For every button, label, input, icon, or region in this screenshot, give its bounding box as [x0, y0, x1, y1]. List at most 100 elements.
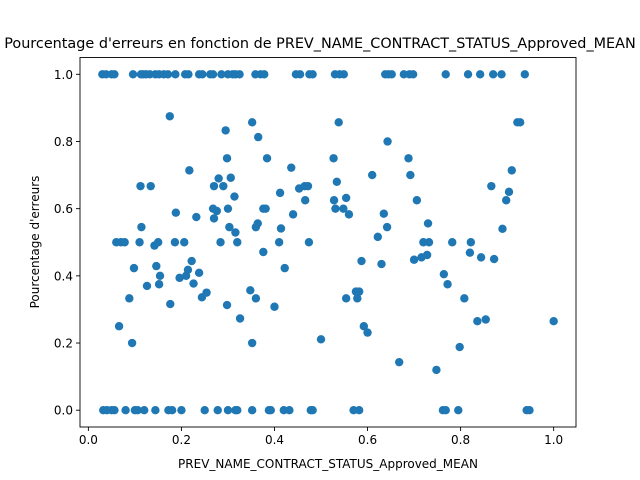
data-point	[394, 357, 404, 367]
data-point	[260, 70, 269, 79]
data-point	[155, 271, 165, 281]
data-point	[208, 70, 218, 79]
data-point	[504, 187, 514, 197]
data-point	[460, 294, 469, 303]
data-point	[295, 70, 305, 79]
data-point	[353, 294, 362, 303]
data-point	[383, 137, 392, 146]
data-point	[515, 118, 525, 127]
data-point	[339, 70, 349, 79]
data-point	[332, 177, 342, 186]
x-tick-label: 0.2	[172, 433, 191, 447]
data-point	[454, 406, 463, 415]
data-point	[489, 254, 499, 264]
data-point	[382, 222, 392, 232]
data-point	[114, 322, 124, 331]
data-point	[187, 256, 196, 266]
data-point	[142, 281, 152, 291]
y-tick-label: 0.0	[54, 404, 73, 418]
data-point	[233, 238, 242, 247]
data-point	[167, 406, 177, 415]
x-tick-label: 1.0	[544, 433, 563, 447]
data-point	[247, 338, 257, 348]
data-point	[209, 181, 219, 191]
y-axis-label: Pourcentage d'erreurs	[28, 176, 42, 309]
y-tick-label: 0.4	[54, 269, 73, 283]
data-point	[266, 406, 275, 415]
data-point	[368, 170, 377, 180]
x-axis-label: PREV_NAME_CONTRACT_STATUS_Approved_MEAN	[178, 457, 478, 471]
data-point	[476, 253, 486, 262]
data-point	[404, 154, 413, 163]
data-point	[192, 212, 201, 222]
data-point	[331, 204, 340, 213]
x-tick-label: 0.0	[79, 433, 98, 447]
data-point	[165, 112, 174, 121]
data-point	[408, 70, 418, 79]
data-point	[441, 406, 450, 415]
data-point	[121, 406, 130, 415]
data-point	[488, 70, 498, 79]
data-point	[357, 256, 366, 266]
data-point	[127, 338, 137, 348]
data-point	[308, 70, 317, 79]
data-point	[377, 259, 386, 269]
data-point	[251, 222, 261, 232]
data-point	[473, 316, 482, 326]
data-point	[412, 196, 422, 205]
data-point	[448, 238, 457, 247]
data-point	[171, 208, 181, 217]
data-point	[334, 118, 343, 127]
data-point	[219, 181, 228, 191]
data-point	[341, 193, 351, 203]
data-point	[133, 406, 142, 415]
y-tick-label: 1.0	[54, 68, 73, 82]
data-point	[154, 280, 164, 289]
data-point	[198, 70, 207, 79]
data-point	[135, 238, 144, 247]
data-point	[128, 70, 138, 79]
data-point	[439, 269, 449, 279]
points-layer	[98, 70, 558, 415]
data-point	[110, 70, 119, 79]
data-point	[129, 263, 139, 273]
data-point	[189, 279, 198, 288]
data-point	[251, 294, 261, 303]
data-point	[316, 335, 326, 344]
data-point	[406, 170, 415, 180]
data-point	[275, 188, 285, 198]
data-point	[465, 248, 475, 257]
data-point	[146, 181, 155, 191]
data-point	[110, 406, 119, 415]
data-point	[221, 126, 230, 135]
data-point	[463, 70, 473, 79]
data-point	[175, 273, 184, 283]
data-point	[475, 70, 485, 79]
data-point	[259, 247, 268, 257]
data-point	[184, 70, 193, 79]
data-point	[136, 181, 145, 191]
data-point	[235, 314, 245, 323]
data-point	[202, 288, 211, 297]
data-point	[166, 299, 175, 309]
data-point	[262, 154, 272, 163]
data-point	[441, 70, 450, 79]
data-point	[373, 232, 382, 242]
data-point	[137, 222, 146, 232]
data-point	[213, 406, 222, 415]
data-point	[301, 196, 310, 205]
data-point	[185, 166, 194, 175]
data-point	[432, 365, 441, 375]
data-point	[152, 261, 161, 271]
data-point	[233, 406, 242, 415]
data-point	[276, 224, 286, 233]
x-tick-label: 0.6	[358, 433, 377, 447]
data-point	[502, 196, 511, 205]
data-point	[303, 181, 313, 191]
data-point	[180, 238, 189, 247]
data-point	[151, 406, 160, 415]
data-point	[466, 238, 476, 247]
data-point	[344, 210, 354, 219]
